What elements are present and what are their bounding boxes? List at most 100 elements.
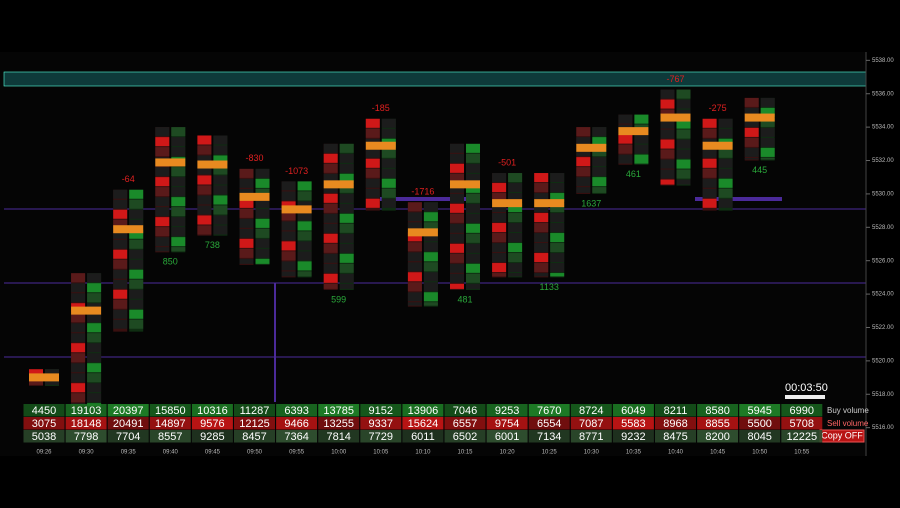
- bid-cell: [365, 118, 380, 128]
- table-value: 6557: [453, 418, 477, 430]
- ask-cell: [676, 169, 691, 179]
- ask-cell: [718, 118, 733, 128]
- ask-cell: [45, 379, 59, 385]
- ask-cell: [255, 228, 270, 238]
- table-value: 7670: [537, 405, 561, 417]
- bid-cell: [113, 209, 128, 219]
- ask-cell: [466, 283, 480, 289]
- bid-cell: [534, 273, 549, 277]
- table-value: 5708: [790, 418, 814, 430]
- time-label: 10:20: [500, 450, 516, 456]
- table-cell: [697, 430, 739, 443]
- bid-cell: [534, 223, 549, 233]
- bid-cell: [660, 139, 675, 149]
- table-cell: [191, 430, 233, 443]
- copy-button-label[interactable]: Copy OFF: [821, 430, 863, 440]
- time-label: 10:35: [626, 450, 642, 456]
- table-value: 8557: [158, 431, 182, 443]
- time-label: 09:40: [163, 450, 179, 456]
- bid-cell: [660, 179, 675, 185]
- bid-cell: [407, 222, 422, 232]
- ask-cell: [550, 213, 565, 223]
- bid-cell: [323, 223, 338, 233]
- bid-cell: [576, 127, 591, 137]
- table-value: 7798: [74, 431, 98, 443]
- table-value: 7814: [326, 431, 350, 443]
- bid-cell: [323, 243, 338, 253]
- volume-label: 445: [752, 165, 767, 175]
- poc-cell: [702, 141, 733, 150]
- ask-cell: [339, 283, 354, 289]
- bid-cell: [660, 99, 675, 109]
- table-value: 7046: [453, 405, 477, 417]
- bid-cell: [450, 193, 464, 203]
- ask-cell: [297, 251, 312, 261]
- ask-cell: [466, 253, 480, 263]
- bid-cell: [71, 313, 86, 323]
- ask-cell: [508, 213, 523, 223]
- table-cell: [444, 417, 486, 430]
- ask-cell: [171, 217, 186, 227]
- ask-cell: [592, 137, 607, 147]
- bid-cell: [450, 213, 464, 223]
- bid-cell: [197, 175, 212, 185]
- ask-cell: [87, 283, 102, 293]
- bid-cell: [197, 155, 212, 165]
- ask-cell: [550, 233, 565, 243]
- time-label: 10:50: [752, 450, 768, 456]
- ask-cell: [423, 302, 438, 306]
- ask-cell: [213, 135, 228, 145]
- bid-cell: [744, 127, 759, 137]
- row-label: Sell volume: [827, 419, 869, 428]
- bid-cell: [29, 379, 43, 385]
- table-cell: [655, 430, 696, 443]
- ask-cell: [339, 193, 354, 203]
- bid-cell: [492, 223, 507, 233]
- bid-cell: [450, 163, 464, 173]
- table-value: 6001: [495, 431, 519, 443]
- table-value: 8771: [579, 431, 603, 443]
- bid-cell: [450, 233, 464, 243]
- price-label: 5516.00: [872, 425, 894, 431]
- ask-cell: [339, 213, 354, 223]
- table-value: 19103: [71, 405, 102, 417]
- table-value: 20397: [113, 405, 144, 417]
- bid-cell: [239, 208, 254, 218]
- bid-cell: [197, 215, 212, 225]
- bid-cell: [155, 127, 170, 137]
- bid-cell: [618, 144, 633, 154]
- ask-cell: [213, 205, 228, 215]
- bid-cell: [702, 128, 717, 138]
- delta-label: -1716: [411, 187, 434, 197]
- bid-cell: [71, 273, 86, 283]
- delta-label: -275: [709, 103, 727, 113]
- bid-cell: [702, 168, 717, 178]
- table-cell: [612, 417, 654, 430]
- table-cell: [655, 404, 696, 417]
- ask-cell: [676, 89, 691, 99]
- bid-cell: [113, 309, 128, 319]
- bid-cell: [492, 173, 507, 183]
- table-value: 7364: [284, 431, 308, 443]
- bid-cell: [239, 258, 254, 264]
- ask-cell: [381, 178, 396, 188]
- bid-cell: [239, 228, 254, 238]
- table-cell: [781, 430, 823, 443]
- table-cell: [570, 404, 612, 417]
- poc-cell: [492, 199, 523, 208]
- ask-cell: [213, 155, 228, 165]
- ask-cell: [255, 198, 270, 208]
- table-value: 8045: [747, 431, 771, 443]
- bid-cell: [744, 97, 759, 107]
- ask-cell: [129, 199, 144, 209]
- bid-cell: [71, 293, 86, 303]
- ask-cell: [255, 208, 270, 218]
- table-cell: [444, 430, 486, 443]
- table-value: 5583: [621, 418, 645, 430]
- bid-cell: [534, 213, 549, 223]
- bid-cell: [239, 238, 254, 248]
- table-cell: [739, 404, 781, 417]
- bid-cell: [113, 229, 128, 239]
- ask-cell: [171, 197, 186, 207]
- ask-cell: [129, 219, 144, 229]
